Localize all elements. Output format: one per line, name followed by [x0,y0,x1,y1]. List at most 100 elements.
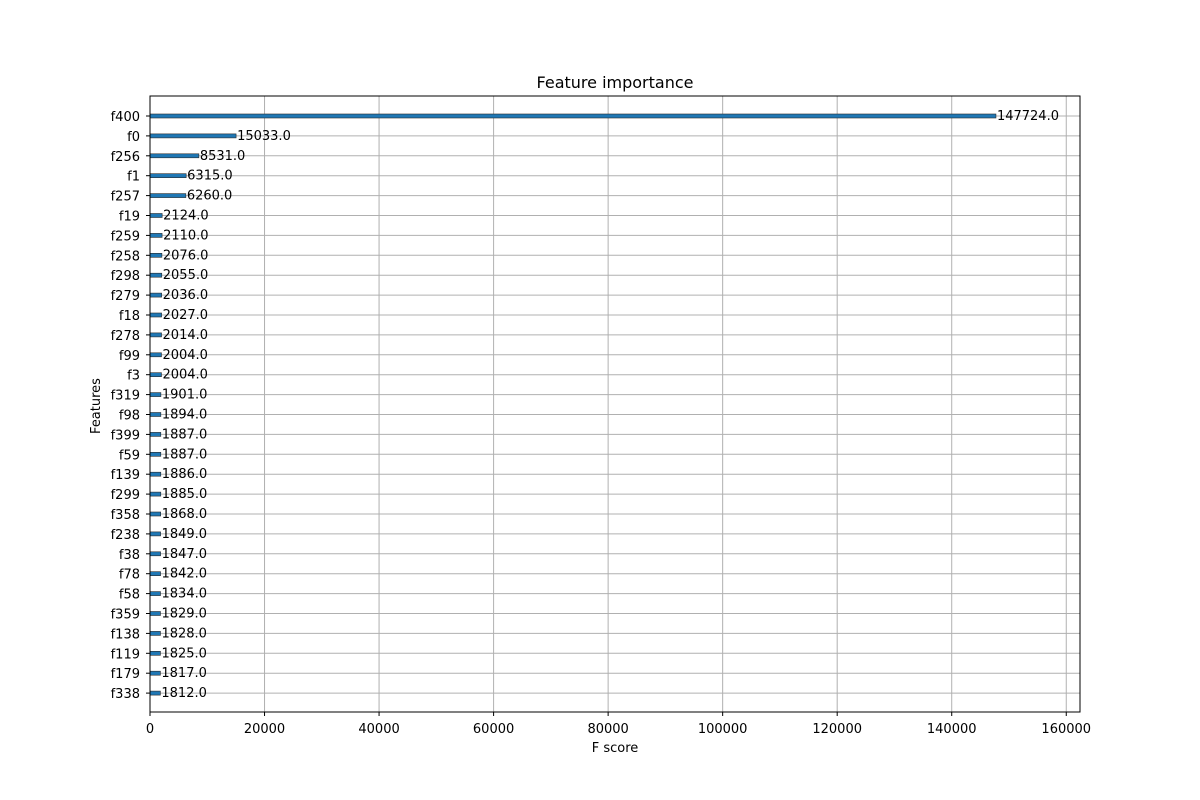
bar-value-label: 6260.0 [187,189,233,204]
bar-value-label: 1825.0 [161,646,207,661]
bar [149,631,161,636]
y-tick-label: f1 [127,170,140,185]
y-tick-label: f298 [111,269,140,284]
bar-value-label: 2004.0 [162,348,208,363]
bar [149,173,187,178]
y-tick-label: f98 [119,409,140,424]
axis-ticks: 0 20000 40000 60000 80000 100000 120000 140000 1… [111,110,1091,737]
bars [149,113,997,696]
bar [149,551,161,557]
y-tick-label: f139 [111,468,140,483]
bar [149,392,162,397]
bar [149,432,162,437]
bar-value-label: 2055.0 [163,268,209,283]
bar [149,571,161,577]
y-tick-label: f59 [119,448,140,463]
bar-value-label: 2124.0 [163,209,209,224]
bar [149,253,163,258]
y-tick-label: f359 [111,608,140,623]
y-tick-label: f18 [119,309,140,324]
y-tick-label: f399 [111,428,140,443]
bar-value-label: 2076.0 [163,248,209,263]
y-tick-label: f319 [111,389,140,404]
bar-value-label: 1885.0 [162,487,208,502]
x-tick-label: 0 [146,722,154,737]
bar [149,352,162,358]
y-tick-label: f0 [127,130,140,145]
y-tick-label: f38 [119,548,140,563]
y-tick-label: f58 [119,588,140,603]
bar-value-label: 1842.0 [162,567,208,582]
bar-value-label: 2110.0 [163,228,209,243]
bar-value-label: 1812.0 [161,686,207,701]
bar-value-label: 2004.0 [162,368,208,383]
y-tick-label: f138 [111,627,140,642]
x-tick-label: 20000 [244,722,285,737]
y-tick-label: f258 [111,249,140,264]
bar [149,233,163,238]
bar [149,312,162,318]
bar-value-label: 2027.0 [163,308,209,323]
plot-frame [149,95,1081,713]
bar [149,332,162,338]
y-tick-label: f278 [111,329,140,344]
bar [149,531,161,537]
bar [149,611,161,616]
y-tick-label: f299 [111,488,140,503]
y-tick-label: f179 [111,667,140,682]
y-tick-label: f99 [119,349,140,364]
bar-value-label: 1886.0 [162,467,208,482]
y-tick-label: f256 [111,150,140,165]
bar-value-label: 1894.0 [162,408,208,423]
bar [149,511,161,517]
y-tick-label: f338 [111,687,140,702]
bar-value-label: 8531.0 [200,149,246,164]
y-tick-label: f3 [127,369,140,384]
bar-value-label: 1847.0 [162,547,208,562]
y-tick-label: f259 [111,229,140,244]
y-tick-label: f238 [111,528,140,543]
bar [149,670,161,676]
bar [149,471,162,477]
bar [149,451,162,457]
bar-value-label: 1901.0 [162,388,208,403]
y-tick-label: f78 [119,568,140,583]
x-axis-label: F score [592,741,639,756]
value-labels: 147724.0 15033.0 8531.0 6315.0 6260.0 2124.0 2… [161,109,1059,701]
bar [149,372,162,378]
bar [149,272,163,278]
x-tick-label: 100000 [698,722,748,737]
y-tick-label: f400 [111,110,140,125]
bar [149,690,161,696]
x-tick-label: 160000 [1041,722,1091,737]
x-tick-label: 120000 [812,722,862,737]
x-tick-label: 80000 [587,722,628,737]
bar-value-label: 6315.0 [187,169,233,184]
bar [149,491,162,497]
bar-value-label: 1828.0 [161,626,207,641]
y-tick-label: f119 [111,647,140,662]
bar-value-label: 1817.0 [161,666,207,681]
bar-value-label: 1887.0 [162,427,208,442]
y-tick-label: f19 [119,210,140,225]
bar-value-label: 1834.0 [162,587,208,602]
bar [149,213,163,218]
y-tick-label: f257 [111,190,140,205]
bar [149,153,200,159]
bar-value-label: 147724.0 [997,109,1059,124]
y-tick-label: f358 [111,508,140,523]
chart-title: Feature importance [537,73,694,92]
bar-value-label: 1868.0 [162,507,208,522]
bar-value-label: 1849.0 [162,527,208,542]
bar-value-label: 1887.0 [162,447,208,462]
bar-value-label: 2014.0 [163,328,209,343]
bar [149,650,161,656]
bar [149,292,162,298]
x-tick-label: 140000 [927,722,977,737]
bar [149,113,997,119]
bar-value-label: 2036.0 [163,288,209,303]
x-tick-label: 40000 [358,722,399,737]
x-tick-label: 60000 [473,722,514,737]
